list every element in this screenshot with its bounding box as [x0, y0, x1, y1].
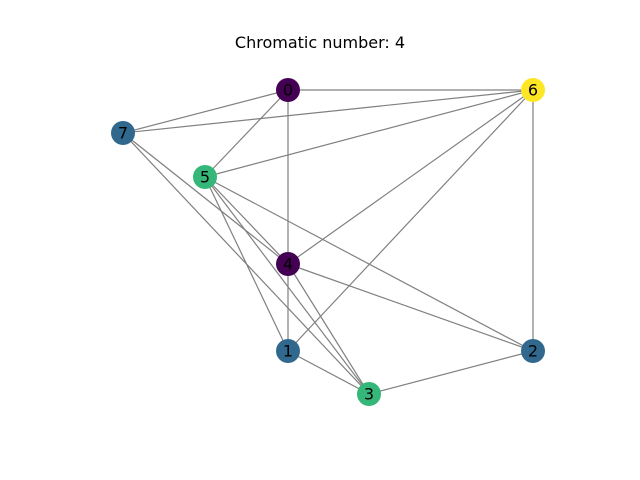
edge-5-2 — [204, 176, 534, 352]
node-circle — [276, 252, 300, 276]
node-circle — [193, 165, 217, 189]
node-label: 6 — [528, 81, 538, 100]
node-layer: 0 1 2 3 4 5 6 7 — [111, 78, 545, 406]
edge-5-4 — [204, 176, 289, 265]
edge-6-5 — [204, 89, 534, 178]
node-circle — [521, 78, 545, 102]
node-label: 4 — [283, 255, 293, 274]
node-circle — [276, 339, 300, 363]
node-circle — [357, 382, 381, 406]
edge-6-7 — [122, 89, 534, 134]
node-circle — [521, 339, 545, 363]
node-2: 2 — [521, 339, 545, 363]
node-3: 3 — [357, 382, 381, 406]
node-circle — [111, 121, 135, 145]
node-label: 0 — [283, 81, 293, 100]
node-label: 2 — [528, 342, 538, 361]
node-6: 6 — [521, 78, 545, 102]
edge-6-1 — [287, 89, 534, 352]
edge-layer — [122, 89, 534, 395]
edge-7-4 — [122, 132, 289, 265]
node-circle — [276, 78, 300, 102]
node-0: 0 — [276, 78, 300, 102]
edge-4-3 — [287, 263, 370, 395]
node-5: 5 — [193, 165, 217, 189]
node-label: 5 — [200, 168, 210, 187]
node-label: 1 — [283, 342, 293, 361]
node-1: 1 — [276, 339, 300, 363]
edge-3-2 — [368, 350, 534, 395]
edge-4-2 — [287, 263, 534, 352]
edge-5-1 — [204, 176, 289, 352]
node-label: 3 — [364, 385, 374, 404]
node-7: 7 — [111, 121, 135, 145]
node-4: 4 — [276, 252, 300, 276]
edge-5-3 — [204, 176, 370, 395]
edge-0-5 — [204, 89, 289, 178]
edge-1-3 — [287, 350, 370, 395]
chart-title: Chromatic number: 4 — [234, 33, 406, 52]
edge-6-4 — [287, 89, 534, 265]
node-label: 7 — [118, 124, 128, 143]
edge-0-7 — [122, 89, 289, 134]
